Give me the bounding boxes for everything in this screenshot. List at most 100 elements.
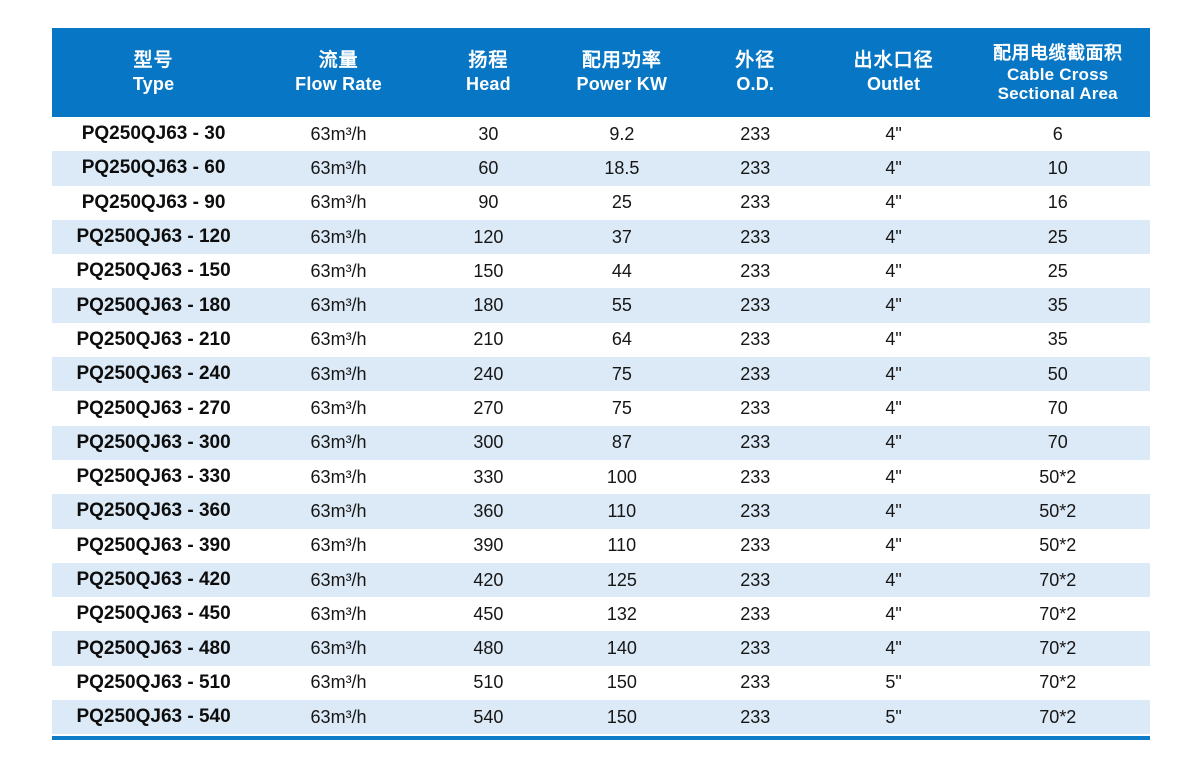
table-row: PQ250QJ63 - 360 63m³/h 360 110 233 4" 50*2 — [52, 494, 1150, 529]
table-row: PQ250QJ63 - 270 63m³/h 270 75 233 4" 70 — [52, 391, 1150, 425]
table-row: PQ250QJ63 - 300 63m³/h 300 87 233 4" 70 — [52, 425, 1150, 460]
cell-type: PQ250QJ63 - 240 — [76, 363, 231, 385]
cell-head: 120 — [473, 226, 504, 247]
cell-od: 233 — [740, 157, 771, 178]
cell-outlet: 4" — [885, 260, 902, 281]
header-zh-od: 外径 — [735, 50, 776, 72]
table-body: PQ250QJ63 - 30 63m³/h 30 9.2 233 4" 6 PQ250QJ63… — [52, 117, 1150, 735]
cell-flow: 63m³/h — [310, 157, 367, 178]
cell-flow: 63m³/h — [310, 432, 367, 453]
header-zh-head: 扬程 — [468, 50, 509, 72]
cell-power: 44 — [611, 260, 632, 281]
cell-outlet: 5" — [885, 672, 902, 693]
cell-head: 60 — [478, 157, 499, 178]
cell-power: 132 — [606, 603, 637, 624]
cell-od: 233 — [740, 226, 771, 247]
cell-od: 233 — [740, 603, 771, 624]
cell-head: 510 — [473, 672, 504, 693]
cell-head: 240 — [473, 363, 504, 384]
cell-od: 233 — [740, 500, 771, 521]
cell-type: PQ250QJ63 - 450 — [76, 603, 231, 625]
cell-od: 233 — [740, 260, 771, 281]
cell-cable: 10 — [1047, 157, 1068, 178]
cell-head: 210 — [473, 329, 504, 350]
header-en-flow: Flow Rate — [295, 74, 382, 95]
cell-outlet: 4" — [885, 226, 902, 247]
cell-od: 233 — [740, 398, 771, 419]
cell-outlet: 4" — [885, 157, 902, 178]
header-en-head: Head — [466, 74, 511, 95]
cell-type: PQ250QJ63 - 420 — [76, 569, 231, 590]
table-row: PQ250QJ63 - 180 63m³/h 180 55 233 4" 35 — [52, 288, 1150, 323]
cell-head: 270 — [473, 398, 504, 419]
cell-outlet: 4" — [885, 398, 902, 419]
table-row: PQ250QJ63 - 540 63m³/h 540 150 233 5" 70*2 — [52, 700, 1150, 735]
cell-cable: 70*2 — [1039, 638, 1077, 659]
table-bottom-rule — [52, 736, 1150, 741]
table-row: PQ250QJ63 - 90 63m³/h 90 25 233 4" 16 — [52, 186, 1150, 220]
cell-cable: 25 — [1047, 260, 1068, 281]
table-row: PQ250QJ63 - 30 63m³/h 30 9.2 233 4" 6 — [52, 117, 1150, 151]
cell-type: PQ250QJ63 - 480 — [76, 637, 231, 659]
cell-od: 233 — [740, 706, 771, 727]
cell-power: 75 — [611, 363, 632, 384]
cell-outlet: 5" — [885, 706, 902, 727]
cell-flow: 63m³/h — [310, 535, 367, 556]
cell-head: 480 — [473, 638, 504, 659]
cell-type: PQ250QJ63 - 30 — [81, 123, 226, 145]
cell-power: 100 — [606, 466, 637, 487]
cell-od: 233 — [740, 329, 771, 350]
table-row: PQ250QJ63 - 510 63m³/h 510 150 233 5" 70*2 — [52, 666, 1150, 700]
table-row: PQ250QJ63 - 210 63m³/h 210 64 233 4" 35 — [52, 323, 1150, 357]
cell-type: PQ250QJ63 - 60 — [81, 157, 226, 179]
cell-head: 390 — [473, 535, 504, 556]
cell-outlet: 4" — [885, 500, 902, 521]
cell-cable: 70*2 — [1039, 672, 1077, 693]
header-en-cable: Cable Cross — [1007, 64, 1109, 84]
cell-flow: 63m³/h — [310, 226, 367, 247]
cell-type: PQ250QJ63 - 210 — [76, 328, 231, 350]
cell-outlet: 4" — [885, 638, 902, 659]
cell-od: 233 — [740, 123, 771, 144]
cell-od: 233 — [740, 672, 771, 693]
header-cell-outlet: 出水口径 Outlet — [822, 28, 966, 117]
cell-type: PQ250QJ63 - 360 — [76, 500, 231, 522]
cell-outlet: 4" — [885, 466, 902, 487]
cell-power: 110 — [607, 500, 637, 521]
cell-outlet: 4" — [885, 432, 902, 453]
cell-flow: 63m³/h — [310, 363, 367, 384]
cell-cable: 35 — [1047, 295, 1068, 316]
cell-type: PQ250QJ63 - 150 — [76, 260, 231, 282]
cell-power: 87 — [611, 432, 632, 453]
cell-cable: 70 — [1047, 432, 1068, 453]
cell-power: 140 — [606, 638, 637, 659]
cell-cable: 16 — [1047, 192, 1068, 213]
cell-flow: 63m³/h — [310, 192, 367, 213]
cell-head: 540 — [473, 706, 504, 727]
cell-cable: 25 — [1047, 226, 1068, 247]
cell-outlet: 4" — [885, 363, 902, 384]
cell-head: 300 — [473, 432, 504, 453]
header-cell-power: 配用功率 Power KW — [555, 28, 689, 117]
cell-head: 330 — [473, 466, 504, 487]
cell-head: 360 — [473, 500, 504, 521]
cell-outlet: 4" — [885, 295, 902, 316]
cell-od: 233 — [740, 363, 771, 384]
cell-cable: 50*2 — [1039, 500, 1077, 521]
header-en-od: O.D. — [736, 74, 775, 95]
cell-outlet: 4" — [885, 192, 902, 213]
cell-flow: 63m³/h — [310, 295, 367, 316]
cell-power: 110 — [607, 535, 637, 556]
header-cell-od: 外径 O.D. — [689, 28, 822, 117]
cell-cable: 6 — [1052, 123, 1063, 144]
cell-flow: 63m³/h — [310, 672, 367, 693]
cell-type: PQ250QJ63 - 90 — [81, 191, 226, 213]
cell-cable: 70*2 — [1039, 603, 1077, 624]
cell-outlet: 4" — [885, 123, 902, 144]
cell-flow: 63m³/h — [310, 123, 367, 144]
cell-od: 233 — [740, 432, 771, 453]
cell-flow: 63m³/h — [310, 500, 367, 521]
cell-flow: 63m³/h — [310, 260, 367, 281]
cell-type: PQ250QJ63 - 120 — [76, 226, 231, 248]
